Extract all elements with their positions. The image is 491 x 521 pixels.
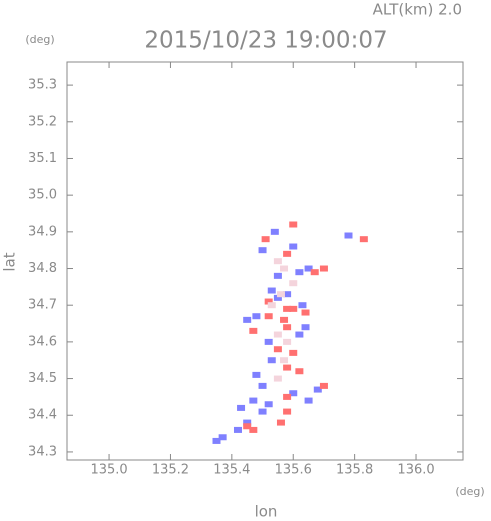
- y-tick-label: 34.9: [28, 224, 57, 239]
- radar-echo: [273, 375, 282, 382]
- radar-echo: [280, 357, 289, 364]
- radar-echo: [267, 302, 276, 309]
- radar-echo: [298, 302, 307, 309]
- x-tick-label: 136.0: [397, 463, 434, 478]
- x-tick-label: 135.0: [90, 463, 127, 478]
- radar-echo: [258, 247, 267, 254]
- radar-echo: [319, 382, 328, 389]
- radar-echo: [301, 324, 310, 331]
- y-tick-label: 35.2: [28, 114, 57, 129]
- altitude-label: ALT(km) 2.0: [373, 1, 462, 19]
- radar-echo: [276, 291, 285, 298]
- x-tick-label: 135.4: [213, 463, 250, 478]
- radar-echo: [283, 338, 292, 345]
- radar-echo: [237, 404, 246, 411]
- radar-echo: [264, 298, 273, 305]
- x-tick-label: 135.2: [152, 463, 189, 478]
- radar-echo: [243, 423, 252, 430]
- radar-echo: [319, 265, 328, 272]
- radar-echo: [289, 390, 298, 397]
- radar-echo: [252, 313, 261, 320]
- radar-echo: [295, 368, 304, 375]
- x-axis-label: lon: [255, 503, 278, 521]
- radar-echo: [304, 397, 313, 404]
- radar-echo: [243, 316, 252, 323]
- y-tick-label: 34.8: [28, 261, 57, 276]
- y-tick-label: 34.4: [28, 408, 57, 423]
- radar-echo: [249, 426, 258, 433]
- radar-echo: [273, 258, 282, 265]
- radar-echo: [264, 338, 273, 345]
- radar-echo: [280, 265, 289, 272]
- radar-echo: [249, 327, 258, 334]
- radar-echo: [261, 236, 270, 243]
- radar-echo: [283, 250, 292, 257]
- radar-echo: [212, 437, 221, 444]
- y-tick-label: 35.0: [28, 188, 57, 203]
- x-tick-label: 135.8: [336, 463, 373, 478]
- y-tick-label: 34.5: [28, 371, 57, 386]
- radar-echo: [283, 364, 292, 371]
- radar-echo: [283, 291, 292, 298]
- radar-echo: [310, 269, 319, 276]
- radar-echo: [283, 408, 292, 415]
- radar-echo: [289, 243, 298, 250]
- radar-echo: [276, 419, 285, 426]
- radar-echo: [270, 228, 279, 235]
- radar-echo: [243, 419, 252, 426]
- radar-echo: [289, 280, 298, 287]
- radar-echo: [267, 287, 276, 294]
- radar-echo: [283, 305, 292, 312]
- radar-echo: [301, 309, 310, 316]
- radar-echo: [289, 305, 298, 312]
- radar-echo: [344, 232, 353, 239]
- radar-echo: [233, 426, 242, 433]
- plot-frame: [66, 61, 464, 461]
- radar-echo: [283, 393, 292, 400]
- radar-echo: [218, 434, 227, 441]
- radar-echo: [258, 408, 267, 415]
- x-tick-label: 135.6: [275, 463, 312, 478]
- x-unit: (deg): [455, 485, 484, 498]
- y-tick-label: 35.3: [28, 78, 57, 93]
- radar-echo: [273, 346, 282, 353]
- radar-echo: [252, 371, 261, 378]
- radar-echo: [280, 316, 289, 323]
- radar-echo: [264, 401, 273, 408]
- radar-echo: [295, 331, 304, 338]
- y-tick-label: 34.3: [28, 444, 57, 459]
- radar-echo: [258, 382, 267, 389]
- y-tick-label: 34.7: [28, 298, 57, 313]
- y-axis-label: lat: [1, 252, 19, 271]
- radar-echo: [249, 397, 258, 404]
- y-unit: (deg): [25, 33, 54, 46]
- chart-title: 2015/10/23 19:00:07: [144, 28, 387, 54]
- radar-echo: [304, 265, 313, 272]
- radar-echo: [273, 294, 282, 301]
- radar-echo: [283, 324, 292, 331]
- radar-echo: [267, 357, 276, 364]
- radar-echo: [289, 349, 298, 356]
- y-tick-label: 34.6: [28, 334, 57, 349]
- radar-echo: [264, 313, 273, 320]
- radar-echo: [313, 386, 322, 393]
- radar-echo: [295, 269, 304, 276]
- radar-echo: [273, 272, 282, 279]
- y-tick-label: 35.1: [28, 151, 57, 166]
- radar-echo: [273, 331, 282, 338]
- radar-echo: [359, 236, 368, 243]
- radar-echo: [289, 221, 298, 228]
